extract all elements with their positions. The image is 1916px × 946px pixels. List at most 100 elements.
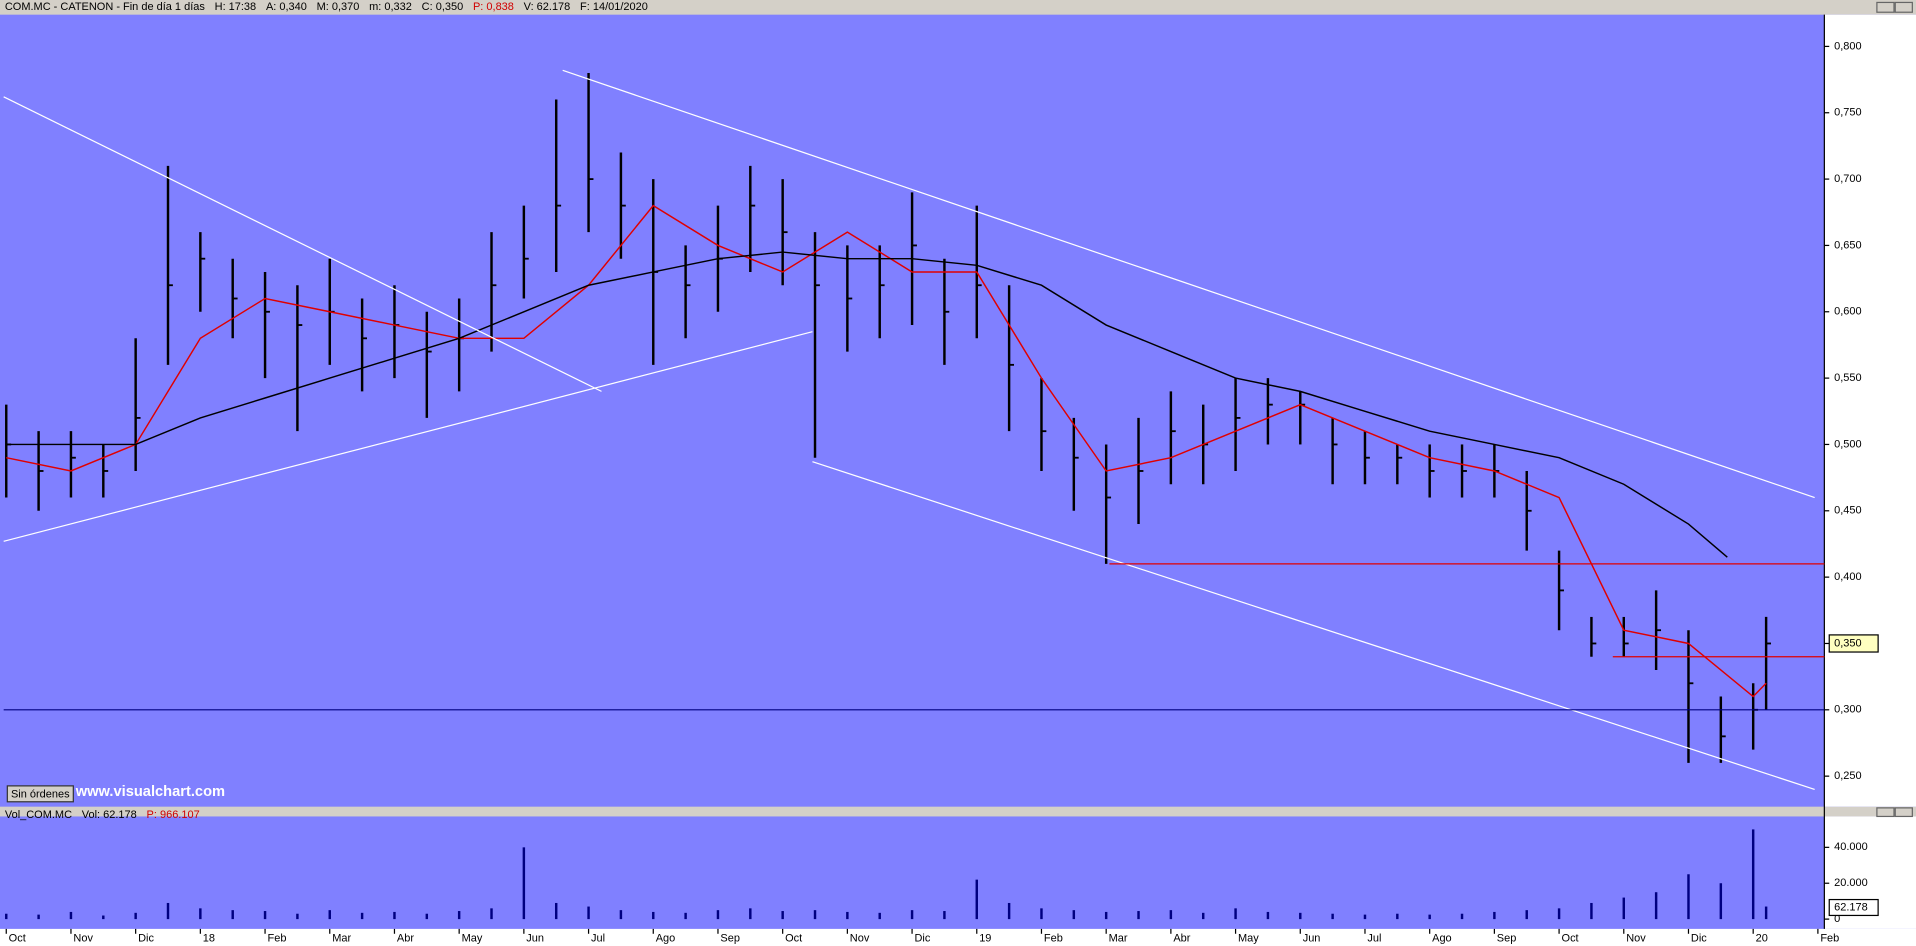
- volume-bar: [910, 910, 914, 920]
- volume-bar: [1557, 908, 1561, 920]
- volume-bar: [1719, 883, 1723, 920]
- volume-bar: [619, 910, 623, 920]
- x-tick-label: Feb: [1820, 933, 1839, 945]
- x-tick-label: Jun: [526, 933, 544, 945]
- x-tick-label: Ago: [1432, 933, 1452, 945]
- header-field: Vol: 62.178: [82, 809, 137, 821]
- x-tick-label: Mar: [1109, 933, 1128, 945]
- volume-bar: [1007, 902, 1011, 920]
- x-tick-label: Dic: [138, 933, 154, 945]
- volume-bar: [1751, 829, 1755, 920]
- maximize-button[interactable]: [1894, 1, 1913, 13]
- moving-average: [6, 251, 1728, 558]
- volume-bar: [652, 911, 655, 920]
- x-tick-label: Oct: [785, 933, 802, 945]
- volume-maximize-button[interactable]: [1894, 807, 1913, 818]
- volume-bar: [1072, 910, 1076, 920]
- x-tick-label: 18: [203, 933, 215, 945]
- volume-bar: [199, 908, 202, 920]
- x-tick-label: Sep: [720, 933, 740, 945]
- volume-bar: [1299, 912, 1302, 920]
- minimize-button[interactable]: [1876, 1, 1895, 13]
- x-tick-label: 19: [979, 933, 991, 945]
- volume-bar: [1363, 914, 1367, 920]
- volume-bar: [1331, 913, 1334, 920]
- volume-bar: [1493, 911, 1496, 920]
- volume-bar: [522, 847, 526, 920]
- header-field: H: 17:38: [215, 1, 257, 13]
- volume-bar: [5, 913, 8, 920]
- volume-bar: [943, 911, 946, 920]
- volume-bar: [813, 910, 817, 920]
- y-tick-label: 40.000: [1834, 841, 1868, 853]
- x-tick-label: Sep: [1497, 933, 1517, 945]
- y-tick-label: 0,400: [1834, 571, 1861, 583]
- volume-bar: [1654, 892, 1658, 920]
- volume-bar: [231, 910, 234, 920]
- volume-bar: [263, 911, 267, 920]
- volume-bar: [846, 911, 849, 920]
- y-tick-label: 0: [1834, 913, 1840, 925]
- y-tick-label: 0,450: [1834, 505, 1861, 517]
- orders-button-label[interactable]: Sin órdenes: [11, 788, 70, 800]
- volume-bar: [1764, 906, 1768, 920]
- volume-bar: [684, 912, 687, 920]
- volume-minimize-button[interactable]: [1876, 807, 1895, 818]
- volume-bar: [1040, 908, 1043, 920]
- y-tick-label: 0,500: [1834, 438, 1861, 450]
- y-tick-label: 0,600: [1834, 306, 1861, 318]
- y-tick-label: 0,550: [1834, 372, 1861, 384]
- x-tick-label: Abr: [397, 933, 414, 945]
- x-tick-label: Nov: [850, 933, 870, 945]
- x-tick-label: Feb: [1044, 933, 1063, 945]
- y-tick-label: 0,300: [1834, 704, 1861, 716]
- x-tick-label: Dic: [1691, 933, 1707, 945]
- trend-line: [562, 69, 1815, 499]
- time-axis: [0, 928, 1916, 946]
- y-tick-label: 0,750: [1834, 107, 1861, 119]
- header-field: F: 14/01/2020: [580, 1, 648, 13]
- header: COM.MC - CATENON - Fin de día 1 días H: 1…: [5, 1, 648, 13]
- x-tick-label: Oct: [9, 933, 26, 945]
- moving-average: [6, 204, 1767, 698]
- volume-bar: [554, 902, 558, 920]
- x-tick-label: Nov: [73, 933, 93, 945]
- y-tick-label: 20.000: [1834, 877, 1868, 889]
- volume-bar: [587, 906, 590, 920]
- y-tick-label: 0,800: [1834, 40, 1861, 52]
- volume-bar: [1622, 897, 1626, 920]
- volume-bar: [457, 911, 461, 920]
- x-tick-label: Jun: [1303, 933, 1321, 945]
- volume-bar: [1266, 911, 1270, 920]
- header-bar: [0, 0, 1916, 15]
- orders-button[interactable]: [6, 785, 74, 803]
- volume-bar: [1104, 911, 1108, 920]
- volume-bar: [975, 879, 978, 920]
- volume-bar: [878, 912, 881, 920]
- volume-bar: [490, 908, 493, 920]
- header-field: V: 62.178: [524, 1, 571, 13]
- y-tick-label: 0,250: [1834, 770, 1861, 782]
- y-tick-label: 0,650: [1834, 239, 1861, 251]
- volume-bar: [1234, 908, 1237, 920]
- price-axis: [1824, 14, 1916, 807]
- volume-bar: [69, 911, 73, 920]
- volume-bar: [37, 914, 40, 920]
- header-field: m: 0,332: [369, 1, 412, 13]
- x-tick-label: 20: [1756, 933, 1768, 945]
- header-field: M: 0,370: [317, 1, 360, 13]
- x-tick-label: May: [1238, 933, 1259, 945]
- x-tick-label: Mar: [332, 933, 351, 945]
- trend-line: [3, 331, 813, 542]
- panel-divider: [0, 806, 1916, 817]
- x-tick-label: Dic: [915, 933, 931, 945]
- y-tick-label: 0,700: [1834, 173, 1861, 185]
- header-field: COM.MC - CATENON - Fin de día 1 días: [5, 1, 205, 13]
- volume-bar: [1590, 902, 1593, 920]
- header-field: P: 0,838: [473, 1, 514, 13]
- volume-bar: [1460, 913, 1464, 920]
- volume-bar: [393, 911, 396, 920]
- volume-bar: [1202, 912, 1205, 920]
